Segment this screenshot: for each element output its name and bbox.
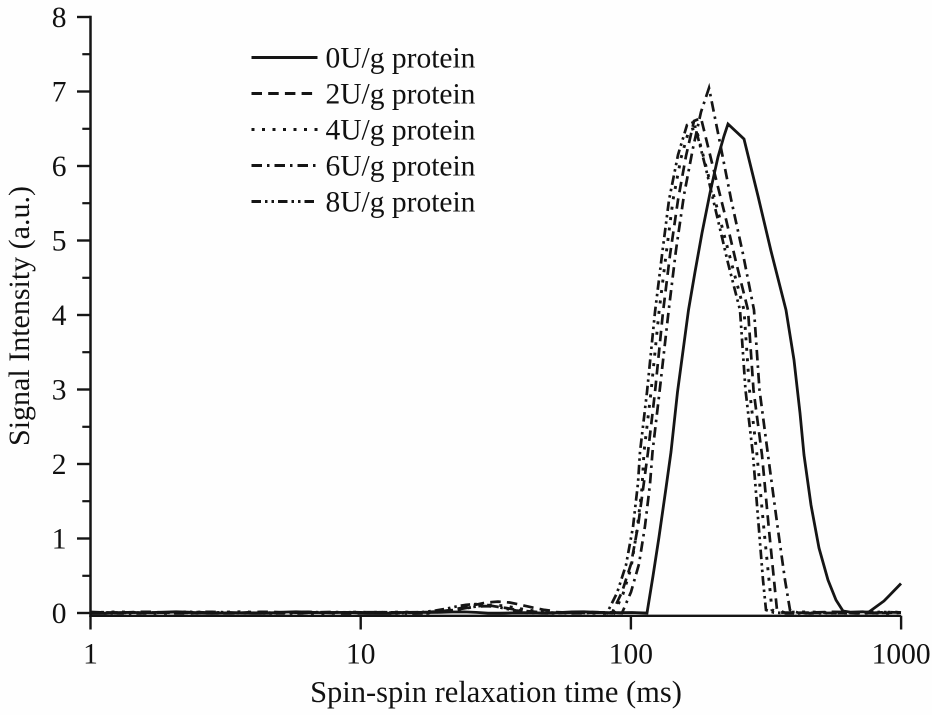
svg-text:5: 5 [52, 225, 67, 257]
svg-text:1: 1 [83, 639, 98, 671]
svg-text:3: 3 [52, 374, 67, 406]
svg-text:10: 10 [346, 639, 376, 671]
svg-text:100: 100 [609, 639, 653, 671]
svg-text:0: 0 [52, 598, 67, 630]
svg-text:7: 7 [52, 76, 67, 108]
svg-text:8: 8 [52, 2, 67, 34]
svg-text:6: 6 [52, 151, 67, 183]
svg-text:4U/g protein: 4U/g protein [326, 114, 476, 146]
svg-text:2: 2 [52, 449, 67, 481]
svg-text:8U/g protein: 8U/g protein [326, 186, 476, 218]
svg-text:6U/g protein: 6U/g protein [326, 150, 476, 182]
svg-text:2U/g protein: 2U/g protein [326, 78, 476, 110]
svg-text:Spin-spin relaxation time (ms): Spin-spin relaxation time (ms) [310, 675, 682, 709]
svg-text:1: 1 [52, 523, 67, 555]
svg-text:Signal Intensity (a.u.): Signal Intensity (a.u.) [3, 186, 36, 446]
svg-text:1000: 1000 [872, 639, 931, 671]
svg-text:4: 4 [52, 300, 67, 332]
svg-text:0U/g protein: 0U/g protein [326, 42, 476, 74]
